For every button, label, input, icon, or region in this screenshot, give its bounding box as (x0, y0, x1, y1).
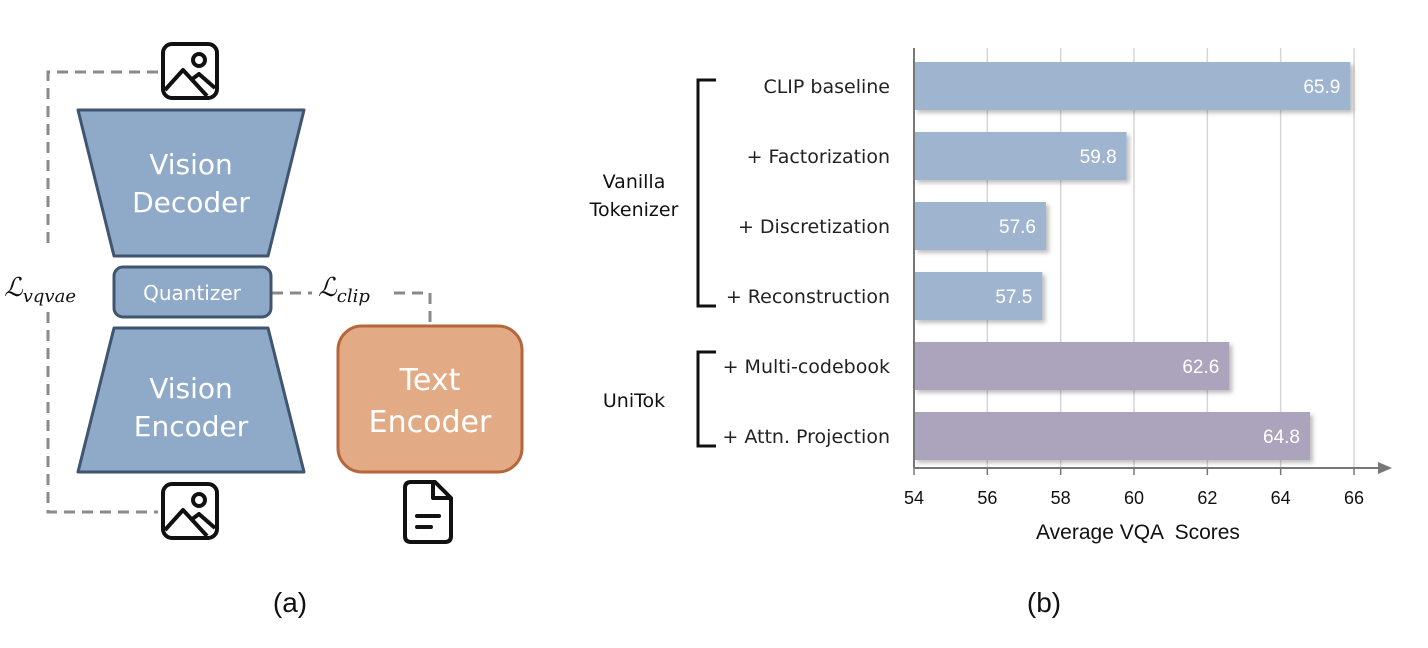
bar (914, 342, 1230, 390)
chart-bars (914, 62, 1351, 460)
bar-value-label: 64.8 (1263, 427, 1300, 448)
vision-decoder-line1: Vision (149, 148, 233, 181)
category-label: + Factorization (747, 146, 890, 168)
vision-decoder-line2: Decoder (132, 186, 250, 219)
document-icon (403, 480, 453, 544)
vision-encoder: Vision Encoder (76, 326, 306, 474)
panel-a: Vision Decoder Quantizer Vision Encoder … (4, 42, 524, 618)
bar (914, 132, 1127, 180)
x-tick-label: 64 (1271, 488, 1291, 508)
loss-clip-symbol: ℒ (318, 273, 338, 303)
category-label: + Reconstruction (726, 286, 890, 308)
group-label-unitok: UniTok (603, 390, 665, 412)
bar-value-label: 59.8 (1080, 147, 1117, 168)
vision-decoder: Vision Decoder (76, 108, 306, 258)
x-tick-label: 66 (1344, 488, 1364, 508)
loss-clip-subscript: clip (337, 286, 371, 307)
x-tick-label: 60 (1124, 488, 1144, 508)
chart-axes (913, 48, 1392, 475)
loss-vqvae-subscript: vqvae (23, 286, 76, 307)
vision-encoder-line1: Vision (149, 372, 233, 405)
chart-labels: 54 56 58 60 62 64 66 65.9 CLIP baseline 59.8 + Fac… (722, 76, 1364, 508)
bar-value-label: 65.9 (1303, 77, 1340, 98)
x-tick-label: 62 (1197, 488, 1217, 508)
image-icon (161, 482, 219, 540)
vision-encoder-line2: Encoder (134, 410, 249, 443)
bar-value-label: 57.5 (995, 287, 1032, 308)
panel-b: 54 56 58 60 62 64 66 65.9 CLIP baseline 59.8 + Fac… (589, 48, 1392, 618)
vqvae-loss-path-top (46, 70, 158, 250)
bar (914, 202, 1046, 250)
category-label: CLIP baseline (763, 76, 890, 98)
bar (914, 412, 1310, 460)
text-encoder: Text Encoder (336, 324, 524, 474)
group-label-vanilla-line2: Tokenizer (589, 199, 679, 221)
category-label: + Multi-codebook (723, 356, 890, 378)
clip-loss-path-right (394, 291, 432, 324)
loss-clip-label: ℒclip (318, 273, 370, 307)
bar (914, 272, 1043, 320)
unitok-group-bracket (696, 350, 716, 448)
group-label-vanilla-line1: Vanilla (603, 171, 666, 193)
vanilla-group-bracket (696, 78, 716, 308)
text-encoder-line1: Text (399, 363, 461, 398)
category-label: + Discretization (738, 216, 890, 238)
x-tick-label: 54 (904, 488, 924, 508)
bar (914, 62, 1351, 110)
panel-a-label: (a) (273, 587, 307, 618)
chart-grid (986, 48, 1355, 468)
bar-value-label: 57.6 (999, 217, 1036, 238)
x-tick-label: 56 (977, 488, 997, 508)
x-axis-arrow-icon (1378, 462, 1392, 474)
panel-b-label: (b) (1027, 587, 1061, 618)
vqvae-loss-path-bottom (46, 312, 158, 514)
bar-value-label: 62.6 (1182, 357, 1219, 378)
x-tick-label: 58 (1051, 488, 1071, 508)
image-icon (161, 42, 219, 100)
category-label: + Attn. Projection (722, 426, 890, 448)
loss-vqvae-label: ℒvqvae (4, 273, 76, 307)
text-encoder-line2: Encoder (369, 405, 492, 440)
quantizer-block: Quantizer (112, 265, 273, 319)
loss-vqvae-symbol: ℒ (4, 273, 24, 303)
quantizer-label: Quantizer (143, 281, 242, 305)
x-axis-title: Average VQA Scores (1036, 521, 1240, 544)
